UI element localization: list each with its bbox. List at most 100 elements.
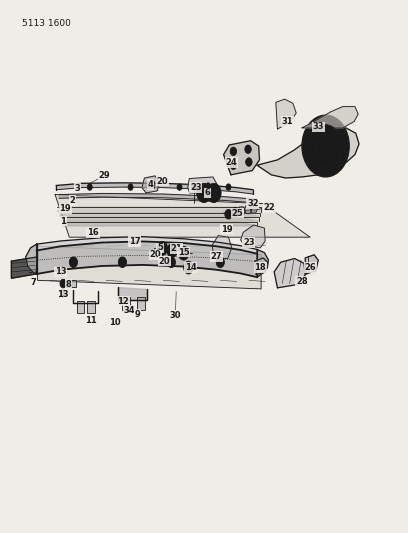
Bar <box>122 297 130 310</box>
Circle shape <box>178 246 189 260</box>
Circle shape <box>245 145 251 154</box>
Circle shape <box>317 134 335 158</box>
Circle shape <box>184 261 193 274</box>
Text: 15: 15 <box>178 248 189 256</box>
Circle shape <box>302 115 349 177</box>
Bar <box>147 181 154 188</box>
Circle shape <box>157 241 168 255</box>
Circle shape <box>191 183 197 190</box>
Circle shape <box>245 145 251 154</box>
Polygon shape <box>276 99 296 129</box>
Circle shape <box>128 184 133 190</box>
Text: 13: 13 <box>55 268 66 276</box>
Circle shape <box>177 184 182 190</box>
Text: 20: 20 <box>157 177 168 185</box>
Circle shape <box>118 257 126 268</box>
Text: 29: 29 <box>98 172 110 180</box>
Polygon shape <box>37 241 257 277</box>
Circle shape <box>167 244 177 257</box>
Circle shape <box>231 207 239 217</box>
Polygon shape <box>302 107 358 128</box>
Polygon shape <box>188 177 217 194</box>
Circle shape <box>167 257 175 268</box>
Bar <box>66 280 76 287</box>
Circle shape <box>157 241 168 255</box>
Text: 19: 19 <box>221 225 232 233</box>
Text: 20: 20 <box>159 257 170 265</box>
Circle shape <box>60 289 66 297</box>
Bar <box>77 301 84 313</box>
Text: 33: 33 <box>313 123 324 131</box>
Circle shape <box>225 209 232 219</box>
Polygon shape <box>212 236 232 259</box>
Circle shape <box>87 184 92 190</box>
Circle shape <box>201 189 207 197</box>
Bar <box>66 280 76 287</box>
Circle shape <box>69 257 78 268</box>
Circle shape <box>230 161 237 169</box>
Circle shape <box>317 134 335 158</box>
Circle shape <box>206 183 221 203</box>
Text: 6: 6 <box>204 189 210 197</box>
Polygon shape <box>57 207 261 212</box>
Circle shape <box>60 279 67 288</box>
Circle shape <box>181 250 186 256</box>
Bar <box>137 297 145 310</box>
Text: 4: 4 <box>147 180 153 189</box>
Polygon shape <box>56 183 253 194</box>
Text: 5: 5 <box>157 244 163 252</box>
Polygon shape <box>257 128 359 178</box>
Text: 20: 20 <box>149 251 161 259</box>
Text: 26: 26 <box>304 263 316 272</box>
Text: 8: 8 <box>66 280 71 288</box>
Text: 17: 17 <box>129 237 140 246</box>
Polygon shape <box>238 207 245 215</box>
Polygon shape <box>26 244 37 274</box>
Text: 28: 28 <box>296 277 308 286</box>
Circle shape <box>170 247 175 254</box>
Circle shape <box>167 244 177 257</box>
Circle shape <box>118 257 126 268</box>
Polygon shape <box>37 237 257 254</box>
Text: 31: 31 <box>282 117 293 126</box>
Bar <box>77 301 84 313</box>
Text: 3: 3 <box>75 184 80 192</box>
Text: 13: 13 <box>58 290 69 298</box>
Circle shape <box>309 125 342 167</box>
Bar <box>137 297 145 310</box>
Text: 34: 34 <box>124 306 135 314</box>
Text: 25: 25 <box>232 209 243 217</box>
Polygon shape <box>59 193 257 203</box>
Circle shape <box>128 184 133 190</box>
Circle shape <box>216 257 224 268</box>
Circle shape <box>197 183 211 203</box>
Circle shape <box>191 183 197 190</box>
Polygon shape <box>59 213 260 216</box>
Polygon shape <box>250 205 257 213</box>
Text: 21: 21 <box>171 244 182 253</box>
Circle shape <box>230 161 237 169</box>
Text: 14: 14 <box>185 263 197 272</box>
Text: 7: 7 <box>31 278 36 287</box>
Circle shape <box>181 250 186 256</box>
Circle shape <box>246 158 252 166</box>
Circle shape <box>225 209 232 219</box>
Circle shape <box>69 257 78 268</box>
Bar <box>87 301 95 313</box>
Circle shape <box>177 184 182 190</box>
Text: 10: 10 <box>109 318 121 327</box>
Circle shape <box>302 115 349 177</box>
Circle shape <box>60 279 67 288</box>
Circle shape <box>205 183 211 190</box>
Circle shape <box>226 184 231 190</box>
Text: 19: 19 <box>60 205 71 213</box>
Circle shape <box>184 261 193 274</box>
Polygon shape <box>11 257 38 278</box>
Text: 30: 30 <box>170 311 181 320</box>
Polygon shape <box>142 176 159 193</box>
Text: 12: 12 <box>118 297 129 305</box>
Text: 27: 27 <box>211 252 222 261</box>
Circle shape <box>216 257 224 268</box>
Polygon shape <box>55 195 310 237</box>
Text: 23: 23 <box>243 238 255 247</box>
